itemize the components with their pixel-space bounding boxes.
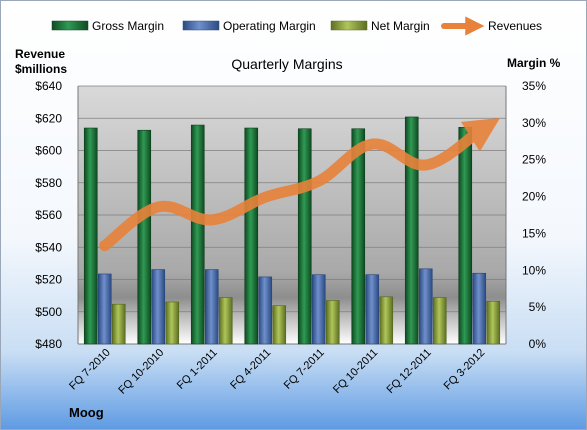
left-tick-label: $520 <box>35 273 62 287</box>
operating-margin-bar <box>365 274 380 345</box>
left-axis-label-line1: Revenue <box>15 47 65 61</box>
x-tick-label: FQ 4-2011 <box>228 347 273 392</box>
left-tick-label: $620 <box>35 111 62 125</box>
legend-swatch-gross-margin <box>51 20 89 31</box>
operating-margin-bar <box>418 268 433 345</box>
net-margin-bar <box>165 301 180 345</box>
x-tick-label: FQ 7-2010 <box>67 347 113 393</box>
left-axis-label-line2: $millions <box>15 62 67 76</box>
right-tick-label: 20% <box>522 190 546 204</box>
operating-margin-bar <box>204 269 219 345</box>
legend-label-operating-margin: Operating Margin <box>223 19 316 33</box>
legend-item-revenues[interactable]: Revenues <box>441 16 542 36</box>
legend-swatch-operating-margin <box>182 20 220 31</box>
net-margin-bar <box>272 305 287 345</box>
right-axis-ticks: 0% 5% 10% 15% 20% 25% 30% 35% <box>522 79 546 351</box>
operating-margin-bar <box>472 272 487 345</box>
gross-margin-bar <box>404 116 419 345</box>
left-tick-label: $560 <box>35 208 62 222</box>
net-margin-bar <box>325 300 340 345</box>
bar-series <box>83 116 501 345</box>
left-tick-label: $640 <box>35 79 62 93</box>
x-tick-label: FQ 3-2012 <box>442 347 488 393</box>
right-tick-label: 15% <box>522 226 546 240</box>
right-tick-label: 0% <box>529 337 547 351</box>
right-tick-label: 30% <box>522 116 546 130</box>
gross-margin-bar <box>351 128 366 345</box>
left-tick-label: $580 <box>35 176 62 190</box>
x-tick-label: FQ 1-2011 <box>175 347 220 392</box>
left-axis-ticks: $480 $500 $520 $540 $560 $580 $600 $620 $640 <box>35 79 62 351</box>
left-tick-label: $480 <box>35 337 62 351</box>
gross-margin-bar <box>190 124 205 345</box>
gross-margin-bar <box>83 127 98 345</box>
legend-label-revenues: Revenues <box>488 19 542 33</box>
gross-margin-bar <box>297 128 312 345</box>
legend-swatch-net-margin <box>330 20 368 31</box>
x-axis-ticks: FQ 7-2010 FQ 10-2010 FQ 1-2011 FQ 4-2011 FQ … <box>67 347 487 397</box>
company-label: Moog <box>69 405 104 420</box>
x-tick-label: FQ 7-2011 <box>282 347 327 392</box>
net-margin-bar <box>486 300 501 345</box>
gross-margin-bar <box>137 129 152 345</box>
left-tick-label: $600 <box>35 144 62 158</box>
left-tick-label: $540 <box>35 240 62 254</box>
right-tick-label: 35% <box>522 79 546 93</box>
x-tick-label: FQ 10-2010 <box>116 347 166 397</box>
net-margin-bar <box>432 297 447 345</box>
net-margin-bar <box>111 303 126 345</box>
x-tick-label: FQ 10-2011 <box>331 347 380 396</box>
revenue-line-series <box>99 117 501 252</box>
operating-margin-bar <box>311 274 326 345</box>
gross-margin-bar <box>458 126 473 345</box>
right-tick-label: 10% <box>522 263 546 277</box>
right-tick-label: 5% <box>529 300 547 314</box>
right-axis-label: Margin % <box>507 56 561 70</box>
legend-item-operating-margin[interactable]: Operating Margin <box>182 19 316 33</box>
x-tick-label: FQ 12-2011 <box>384 347 433 396</box>
operating-margin-bar <box>258 276 273 345</box>
revenue-line <box>99 117 501 252</box>
gross-margin-bar <box>244 127 259 345</box>
right-tick-label: 25% <box>522 153 546 167</box>
chart-title: Quarterly Margins <box>231 56 342 72</box>
left-tick-label: $500 <box>35 305 62 319</box>
operating-margin-bar <box>97 273 112 345</box>
operating-margin-bar <box>151 269 166 345</box>
legend: Gross Margin Operating Margin Net Margin… <box>51 16 542 36</box>
legend-item-gross-margin[interactable]: Gross Margin <box>51 19 164 33</box>
net-margin-bar <box>218 297 233 345</box>
legend-label-gross-margin: Gross Margin <box>92 19 164 33</box>
legend-label-net-margin: Net Margin <box>371 19 430 33</box>
net-margin-bar <box>379 296 394 345</box>
legend-item-net-margin[interactable]: Net Margin <box>330 19 430 33</box>
